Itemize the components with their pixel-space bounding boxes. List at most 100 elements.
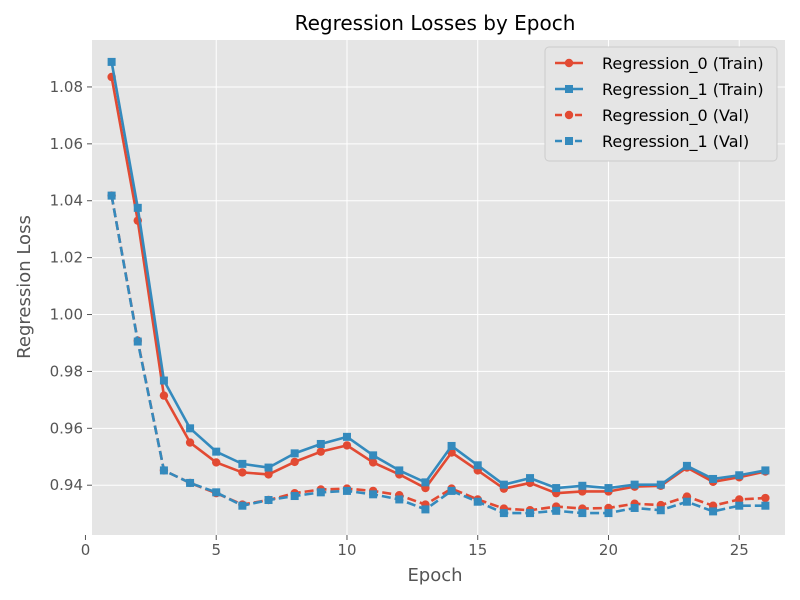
data-point — [526, 509, 535, 518]
x-axis-label: Epoch — [407, 565, 462, 586]
series-line-1 — [110, 61, 766, 490]
data-point — [761, 501, 770, 510]
data-point — [238, 501, 247, 510]
data-point — [630, 503, 639, 512]
y-tick-label: 1.04 — [50, 192, 83, 210]
data-point — [499, 480, 508, 489]
data-point — [368, 458, 378, 467]
x-tick-label: 20 — [599, 541, 618, 559]
data-point — [761, 493, 770, 503]
data-point — [186, 424, 195, 433]
data-point — [421, 478, 430, 487]
legend-marker — [565, 137, 573, 145]
data-point — [212, 447, 221, 456]
data-point — [342, 486, 351, 495]
data-point — [447, 441, 456, 450]
legend-entry-3: Regression_1 (Val) — [555, 132, 749, 152]
data-point — [604, 484, 613, 493]
data-point — [290, 457, 299, 467]
data-point — [369, 451, 378, 460]
y-tick-label: 0.98 — [50, 362, 83, 380]
data-point — [395, 466, 404, 475]
data-point — [159, 376, 168, 385]
x-axis-ticks: 0 5 10 15 20 25 — [81, 535, 749, 559]
data-point — [186, 478, 195, 487]
data-point — [735, 471, 744, 480]
data-point — [735, 495, 744, 504]
y-tick-label: 1.08 — [50, 78, 83, 96]
data-point — [578, 509, 587, 518]
y-tick-label: 1.00 — [50, 306, 83, 324]
legend-entry-2: Regression_0 (Val) — [555, 106, 749, 126]
x-tick-label: 25 — [730, 541, 749, 559]
data-point — [473, 461, 482, 470]
data-point — [185, 438, 195, 447]
legend: Regression_0 (Train) Regression_1 (Train)… — [544, 46, 778, 162]
data-point — [578, 481, 587, 490]
data-point — [709, 474, 718, 483]
y-tick-label: 1.06 — [50, 135, 83, 153]
legend-entry-1: Regression_1 (Train) — [555, 80, 764, 100]
data-point — [682, 497, 691, 506]
series-line-3 — [110, 195, 766, 515]
legend-label: Regression_0 (Val) — [602, 106, 749, 126]
data-point — [735, 501, 744, 510]
series-layer — [107, 57, 770, 518]
data-point — [107, 57, 116, 66]
data-point — [630, 480, 639, 489]
data-point — [604, 509, 613, 518]
legend-label: Regression_1 (Val) — [602, 132, 749, 152]
data-point — [499, 509, 508, 518]
data-point — [159, 391, 169, 400]
data-point — [159, 466, 168, 475]
data-point — [682, 461, 691, 470]
data-point — [212, 458, 221, 467]
data-point — [264, 470, 273, 479]
data-point — [656, 506, 665, 515]
data-point — [238, 459, 247, 468]
data-point — [447, 486, 456, 495]
y-tick-label: 0.96 — [50, 419, 83, 437]
data-point — [761, 466, 770, 475]
data-point — [107, 191, 116, 200]
legend-entry-0: Regression_0 (Train) — [555, 54, 764, 74]
data-point — [212, 488, 221, 497]
data-point — [369, 490, 378, 499]
y-axis-ticks: 0.94 0.96 0.98 1.00 1.02 1.04 1.06 1.08 — [50, 78, 92, 494]
legend-label: Regression_1 (Train) — [602, 80, 764, 100]
chart-title: Regression Losses by Epoch — [295, 11, 576, 35]
data-point — [290, 449, 299, 458]
legend-label: Regression_0 (Train) — [602, 54, 764, 74]
data-point — [133, 203, 142, 212]
data-point — [709, 507, 718, 516]
legend-box — [544, 46, 778, 162]
data-point — [264, 496, 273, 505]
data-point — [133, 337, 142, 346]
data-point — [656, 480, 665, 489]
y-tick-label: 1.02 — [50, 249, 83, 267]
data-point — [421, 505, 430, 514]
data-point — [342, 432, 351, 441]
y-axis-label: Regression Loss — [14, 215, 35, 359]
x-tick-label: 15 — [468, 541, 487, 559]
data-point — [316, 439, 325, 448]
series-3 — [107, 191, 770, 518]
data-point — [395, 495, 404, 504]
data-point — [552, 506, 561, 515]
data-point — [238, 468, 247, 477]
x-tick-label: 5 — [211, 541, 221, 559]
legend-marker — [564, 110, 574, 120]
data-point — [526, 474, 535, 483]
legend-marker — [565, 85, 573, 93]
data-point — [290, 492, 299, 501]
data-point — [316, 447, 326, 456]
series-1 — [107, 57, 770, 493]
data-point — [473, 497, 482, 506]
legend-marker — [564, 58, 574, 68]
data-point — [342, 441, 352, 450]
y-tick-label: 0.94 — [50, 476, 83, 494]
x-tick-label: 10 — [337, 541, 356, 559]
data-point — [264, 463, 273, 472]
data-point — [552, 484, 561, 493]
